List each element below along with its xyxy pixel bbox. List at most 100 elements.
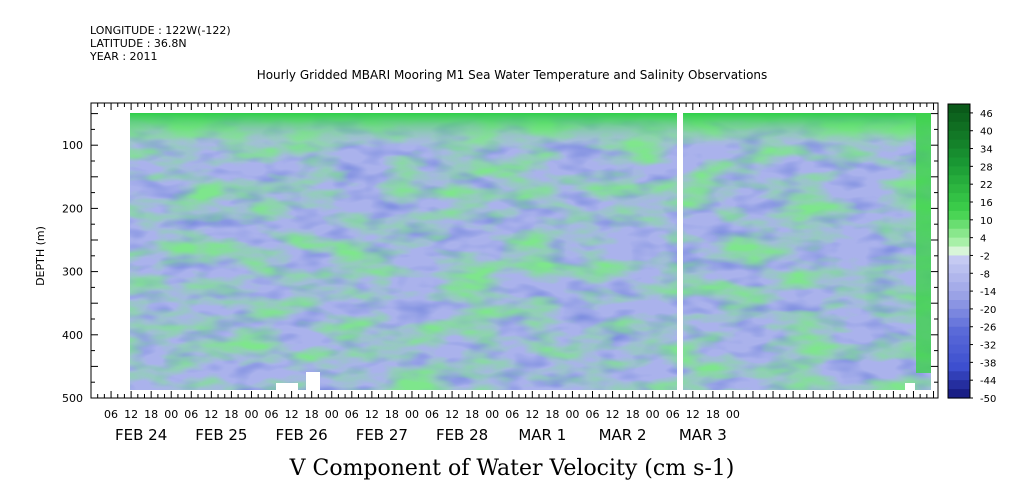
colorbar-label: -44 xyxy=(980,376,996,387)
colorbar-label: 34 xyxy=(980,145,993,156)
x-axis-label: V Component of Water Velocity (cm s-1) xyxy=(289,456,735,481)
colorbar-swatch xyxy=(948,344,970,355)
x-tick-label: 12 xyxy=(606,408,620,421)
plot-frame xyxy=(90,102,939,399)
x-day-label: MAR 2 xyxy=(599,426,647,444)
x-tick-label: 18 xyxy=(706,408,720,421)
x-tick-label: 00 xyxy=(164,408,178,421)
colorbar-swatch xyxy=(948,219,970,230)
x-tick-label: 06 xyxy=(666,408,680,421)
missing-data-patch xyxy=(306,372,320,390)
colorbar-swatch xyxy=(948,193,970,203)
colorbar-label: 46 xyxy=(980,109,993,120)
x-tick-label: 18 xyxy=(626,408,640,421)
heatmap-positive-patches xyxy=(130,113,931,390)
colorbar-swatch xyxy=(948,317,970,328)
colorbar-swatch xyxy=(948,202,970,212)
colorbar-swatch xyxy=(948,300,970,310)
colorbar-swatch xyxy=(948,184,970,194)
colorbar-swatch xyxy=(948,175,970,185)
y-tick-label: 200 xyxy=(62,202,83,215)
colorbar-swatch xyxy=(948,353,970,363)
x-tick-label: 06 xyxy=(345,408,359,421)
colorbar-label: 4 xyxy=(980,234,986,245)
colorbar-label: -2 xyxy=(980,251,990,262)
x-tick-label: 18 xyxy=(224,408,238,421)
colorbar-swatch xyxy=(948,112,970,123)
colorbar-frame xyxy=(947,103,971,399)
missing-data-patch xyxy=(276,383,298,390)
colorbar-swatch xyxy=(948,139,970,150)
heatmap-field xyxy=(130,113,931,390)
x-tick-label: 06 xyxy=(425,408,439,421)
x-tick-label: 00 xyxy=(726,408,740,421)
colorbar-label: 22 xyxy=(980,180,993,191)
colorbar-swatch xyxy=(948,237,970,248)
colorbar-swatch xyxy=(948,371,970,381)
data-gap xyxy=(677,113,683,390)
colorbar-swatch xyxy=(948,157,970,167)
x-day-label: FEB 27 xyxy=(356,426,408,444)
x-tick-label: 12 xyxy=(365,408,379,421)
colorbar-swatch xyxy=(948,255,970,265)
x-day-label: FEB 26 xyxy=(275,426,327,444)
surface-positive-band xyxy=(130,113,931,147)
colorbar-swatch xyxy=(948,148,970,159)
x-tick-label: 06 xyxy=(265,408,279,421)
x-tick-label: 00 xyxy=(646,408,660,421)
x-tick-label: 18 xyxy=(465,408,479,421)
colorbar-swatch xyxy=(948,104,970,114)
colorbar-swatch xyxy=(948,166,970,176)
x-tick-label: 12 xyxy=(525,408,539,421)
x-axis-ticks xyxy=(90,103,935,398)
x-tick-label: 06 xyxy=(104,408,118,421)
colorbar-label: -14 xyxy=(980,287,996,298)
x-day-label: MAR 1 xyxy=(518,426,566,444)
colorbar-swatch xyxy=(948,264,970,274)
x-tick-label: 12 xyxy=(445,408,459,421)
colorbar-swatch xyxy=(948,228,970,239)
colorbar-swatch xyxy=(948,308,970,319)
x-day-label: MAR 3 xyxy=(679,426,727,444)
x-tick-label: 00 xyxy=(325,408,339,421)
colorbar-label: -26 xyxy=(980,323,996,334)
x-tick-label: 06 xyxy=(505,408,519,421)
x-day-label: FEB 25 xyxy=(195,426,247,444)
colorbar-label: -20 xyxy=(980,305,996,316)
x-day-label: FEB 28 xyxy=(436,426,488,444)
y-tick-label: 100 xyxy=(62,139,83,152)
colorbar-swatch xyxy=(948,291,970,301)
x-tick-label: 18 xyxy=(385,408,399,421)
year-label: YEAR : 2011 xyxy=(90,50,158,63)
latitude-label: LATITUDE : 36.8N xyxy=(90,37,187,50)
colorbar-label: 16 xyxy=(980,198,993,209)
x-tick-label: 18 xyxy=(305,408,319,421)
colorbar-label: 40 xyxy=(980,127,993,138)
y-tick-label: 400 xyxy=(62,329,83,342)
x-tick-label: 06 xyxy=(184,408,198,421)
y-tick-label: 500 xyxy=(62,392,83,405)
x-tick-label: 00 xyxy=(244,408,258,421)
mar3-positive-band xyxy=(916,113,931,373)
colorbar-label: 10 xyxy=(980,216,993,227)
x-tick-label: 00 xyxy=(485,408,499,421)
x-tick-label: 18 xyxy=(144,408,158,421)
y-axis: 100 200 300 400 500 xyxy=(62,113,938,405)
x-axis-labels: 06 12 18 00 06 12 18 00 06 12 18 00 06 12 18 00 06 12 18 00… xyxy=(104,408,740,444)
colorbar-swatch xyxy=(948,246,970,257)
x-tick-label: 06 xyxy=(586,408,600,421)
colorbar-swatch xyxy=(948,210,970,221)
x-tick-label: 12 xyxy=(204,408,218,421)
y-tick-label: 300 xyxy=(62,266,83,279)
colorbar-label: -32 xyxy=(980,341,996,352)
colorbar-label: 28 xyxy=(980,162,993,173)
colorbar-label: -8 xyxy=(980,269,990,280)
colorbar-label: -38 xyxy=(980,358,996,369)
colorbar-swatch xyxy=(948,380,970,390)
x-tick-label: 12 xyxy=(686,408,700,421)
colorbar-swatch xyxy=(948,362,970,372)
x-day-label: FEB 24 xyxy=(115,426,167,444)
x-tick-label: 18 xyxy=(545,408,559,421)
colorbar-swatch xyxy=(948,121,970,132)
x-tick-label: 00 xyxy=(565,408,579,421)
